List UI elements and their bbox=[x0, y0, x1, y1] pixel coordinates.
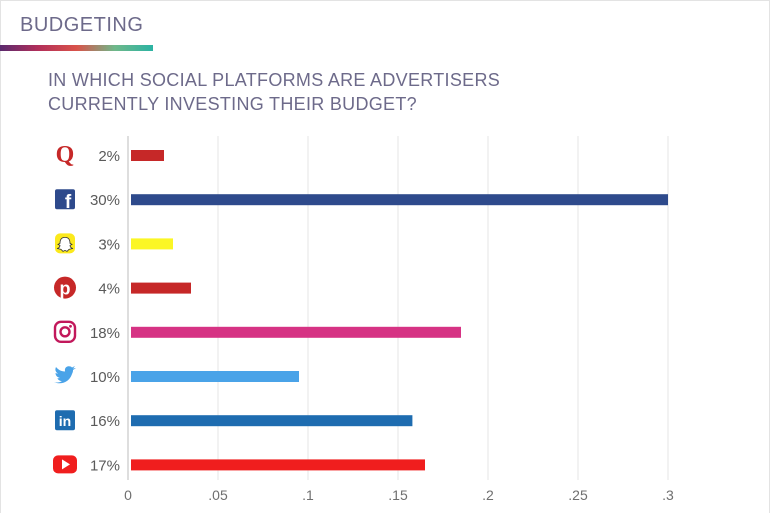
svg-text:Q: Q bbox=[56, 142, 75, 168]
x-tick-label: .05 bbox=[208, 487, 228, 503]
bar-value-label: 3% bbox=[98, 236, 120, 253]
bar bbox=[131, 282, 191, 294]
bar-value-label: 30% bbox=[90, 192, 120, 209]
twitter-icon bbox=[54, 366, 76, 384]
x-tick-label: .25 bbox=[568, 487, 588, 503]
linkedin-icon: in bbox=[55, 410, 75, 431]
bar-value-label: 17% bbox=[90, 457, 120, 474]
x-tick-label: .1 bbox=[302, 487, 314, 503]
bar-value-label: 10% bbox=[90, 369, 120, 386]
bar bbox=[131, 371, 299, 382]
youtube-icon bbox=[53, 455, 77, 474]
bar bbox=[131, 326, 461, 338]
x-tick-label: .2 bbox=[482, 487, 494, 503]
x-tick-label: .15 bbox=[388, 487, 408, 503]
bar bbox=[131, 459, 425, 471]
svg-text:in: in bbox=[59, 413, 71, 429]
bar bbox=[131, 194, 668, 206]
x-tick-label: 0 bbox=[124, 487, 132, 503]
x-tick-label: .3 bbox=[662, 487, 674, 503]
svg-text:p: p bbox=[60, 279, 71, 299]
section-title: BUDGETING bbox=[20, 14, 144, 36]
bar-value-label: 18% bbox=[90, 325, 120, 342]
bar-value-label: 2% bbox=[98, 148, 120, 165]
gradient-accent-bar bbox=[0, 45, 153, 51]
svg-text:f: f bbox=[65, 192, 72, 213]
quora-icon: Q bbox=[56, 142, 75, 168]
bar bbox=[131, 415, 413, 427]
pinterest-icon: p bbox=[54, 276, 76, 299]
chart-title-line-1: IN WHICH SOCIAL PLATFORMS ARE ADVERTISER… bbox=[48, 70, 501, 90]
bar-value-label: 16% bbox=[90, 413, 120, 430]
chart-title: IN WHICH SOCIAL PLATFORMS ARE ADVERTISER… bbox=[48, 68, 568, 116]
facebook-icon: f bbox=[55, 189, 75, 213]
snapchat-icon bbox=[55, 233, 75, 254]
chart-title-line-2: CURRENTLY INVESTING THEIR BUDGET? bbox=[48, 94, 417, 114]
bar bbox=[131, 238, 173, 250]
instagram-icon bbox=[53, 320, 77, 343]
bar bbox=[131, 150, 164, 161]
bar-value-label: 4% bbox=[98, 281, 120, 298]
